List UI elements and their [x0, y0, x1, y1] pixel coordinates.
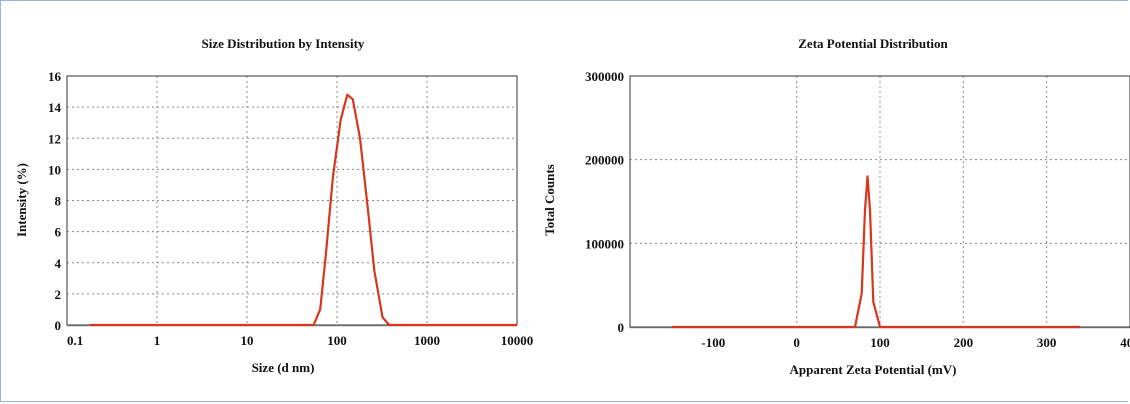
y-tick-label: 0 [55, 318, 62, 333]
grid [630, 76, 1130, 329]
y-tick-label: 2 [55, 287, 62, 302]
y-axis-label: Total Counts [542, 164, 557, 235]
x-axis-label: Size (d nm) [252, 360, 315, 375]
x-axis: -100 0 100 200 300 400 [701, 335, 1130, 350]
y-axis: 0 2 4 6 8 10 12 14 16 [48, 69, 62, 333]
x-tick-label: 0 [793, 335, 800, 350]
zeta-potential-chart: Zeta Potential Distribution Apparent Zet… [542, 36, 1130, 377]
chart-title: Size Distribution by Intensity [202, 36, 365, 51]
x-tick-label: 1000 [414, 333, 440, 348]
series [89, 93, 518, 327]
series-line [671, 175, 1080, 329]
y-axis-label: Intensity (%) [14, 163, 29, 237]
x-axis-label: Apparent Zeta Potential (mV) [790, 362, 957, 377]
y-tick-label: 200000 [585, 153, 624, 168]
x-tick-label: 1 [154, 333, 161, 348]
y-tick-label: 6 [55, 225, 62, 240]
grid [67, 76, 517, 327]
y-tick-label: 14 [48, 100, 62, 115]
x-axis: 0.1 1 10 100 1000 10000 [67, 333, 533, 348]
x-tick-label: 100 [327, 333, 347, 348]
y-tick-label: 8 [55, 194, 62, 209]
y-tick-label: 4 [55, 256, 62, 271]
x-tick-label: 300 [1037, 335, 1057, 350]
y-tick-label: 100000 [585, 236, 624, 251]
x-tick-label: 200 [954, 335, 974, 350]
y-tick-label: 300000 [585, 69, 624, 84]
chart-title: Zeta Potential Distribution [798, 36, 948, 51]
y-tick-label: 10 [48, 162, 61, 177]
x-tick-label: 400 [1120, 335, 1130, 350]
x-tick-label: -100 [701, 335, 725, 350]
y-tick-label: 12 [48, 131, 61, 146]
series [671, 175, 1081, 329]
series-line [90, 93, 517, 327]
y-tick-label: 0 [618, 320, 625, 335]
y-tick-label: 16 [48, 69, 62, 84]
x-tick-label: 10000 [501, 333, 534, 348]
x-tick-label: 0.1 [67, 333, 83, 348]
y-axis: 0 100000 200000 300000 [585, 69, 624, 335]
size-distribution-chart: Size Distribution by Intensity Size (d n… [14, 36, 533, 375]
x-tick-label: 100 [870, 335, 890, 350]
x-tick-label: 10 [241, 333, 254, 348]
